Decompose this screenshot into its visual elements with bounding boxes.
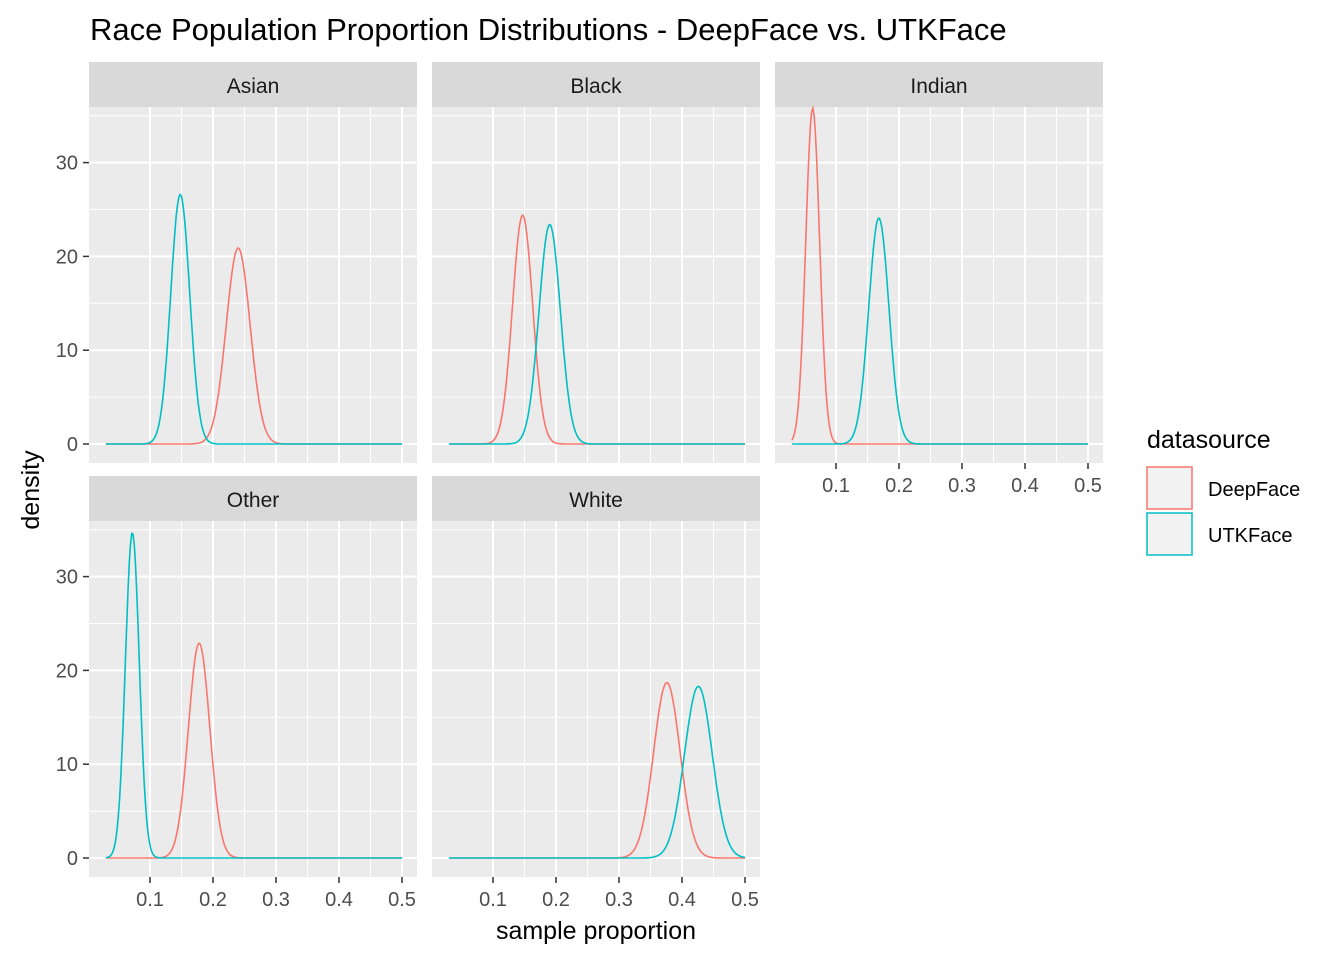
y-tick-label: 0 [67,848,78,870]
facet-label: Black [570,75,622,98]
facet-label: Asian [227,75,280,98]
legend-item-utkface: UTKFace [1146,512,1292,556]
density-line-utkface [105,532,402,859]
facet-label: Other [227,489,280,512]
x-tick-label: 0.5 [1074,475,1102,497]
panel-indian: Indian 0.1 0.2 0.3 0.4 0.5 [775,62,1103,497]
y-tick-label: 10 [56,340,78,362]
y-tick-label: 20 [56,246,78,268]
panel-black: Black [432,62,760,463]
x-axis-title: sample proportion [496,917,696,945]
facet-label: Indian [910,75,967,98]
x-tick-label: 0.2 [542,889,570,911]
panel-other: Other 0 10 20 30 0.1 0.2 0.3 0.4 0.5 [56,476,417,911]
panel-background [775,107,1103,463]
facet-strip [89,62,417,107]
chart-title: Race Population Proportion Distributions… [90,12,1007,47]
legend-key [1146,512,1193,556]
x-tick-label: 0.3 [262,889,290,911]
facet-label: White [569,489,623,512]
panel-asian: Asian 0 10 20 30 [56,62,417,463]
x-tick-label: 0.5 [731,889,759,911]
panel-background [432,521,760,877]
y-tick-label: 30 [56,153,78,175]
facet-strip [775,62,1103,107]
facet-strip [89,476,417,521]
panel-white: White 0.1 0.2 0.3 0.4 0.5 [432,476,760,911]
x-tick-label: 0.5 [388,889,416,911]
x-tick-label: 0.1 [822,475,850,497]
legend-key [1146,466,1193,510]
x-tick-label: 0.2 [199,889,227,911]
density-line-utkface [448,685,746,859]
facet-strip [432,62,760,107]
panel-background [89,107,417,463]
density-line-utkface [448,223,745,445]
facet-strip [432,476,760,521]
legend: datasource DeepFace UTKFace [1146,426,1300,556]
y-tick-label: 30 [56,567,78,589]
legend-title: datasource [1147,426,1271,454]
y-axis-title: density [17,450,45,530]
x-tick-label: 0.4 [325,889,353,911]
x-tick-label: 0.3 [948,475,976,497]
panel-background [432,107,760,463]
density-line-utkface [791,217,1088,445]
legend-item-deepface: DeepFace [1146,466,1300,510]
x-tick-label: 0.4 [1011,475,1039,497]
x-tick-label: 0.1 [479,889,507,911]
x-tick-label: 0.3 [605,889,633,911]
density-line-utkface [105,193,402,445]
legend-label: DeepFace [1208,479,1300,501]
y-tick-label: 0 [67,434,78,456]
y-tick-label: 10 [56,754,78,776]
x-tick-label: 0.4 [668,889,696,911]
y-tick-label: 20 [56,660,78,682]
x-tick-label: 0.1 [136,889,164,911]
x-tick-label: 0.2 [885,475,913,497]
legend-label: UTKFace [1208,525,1292,547]
panel-background [89,521,417,877]
